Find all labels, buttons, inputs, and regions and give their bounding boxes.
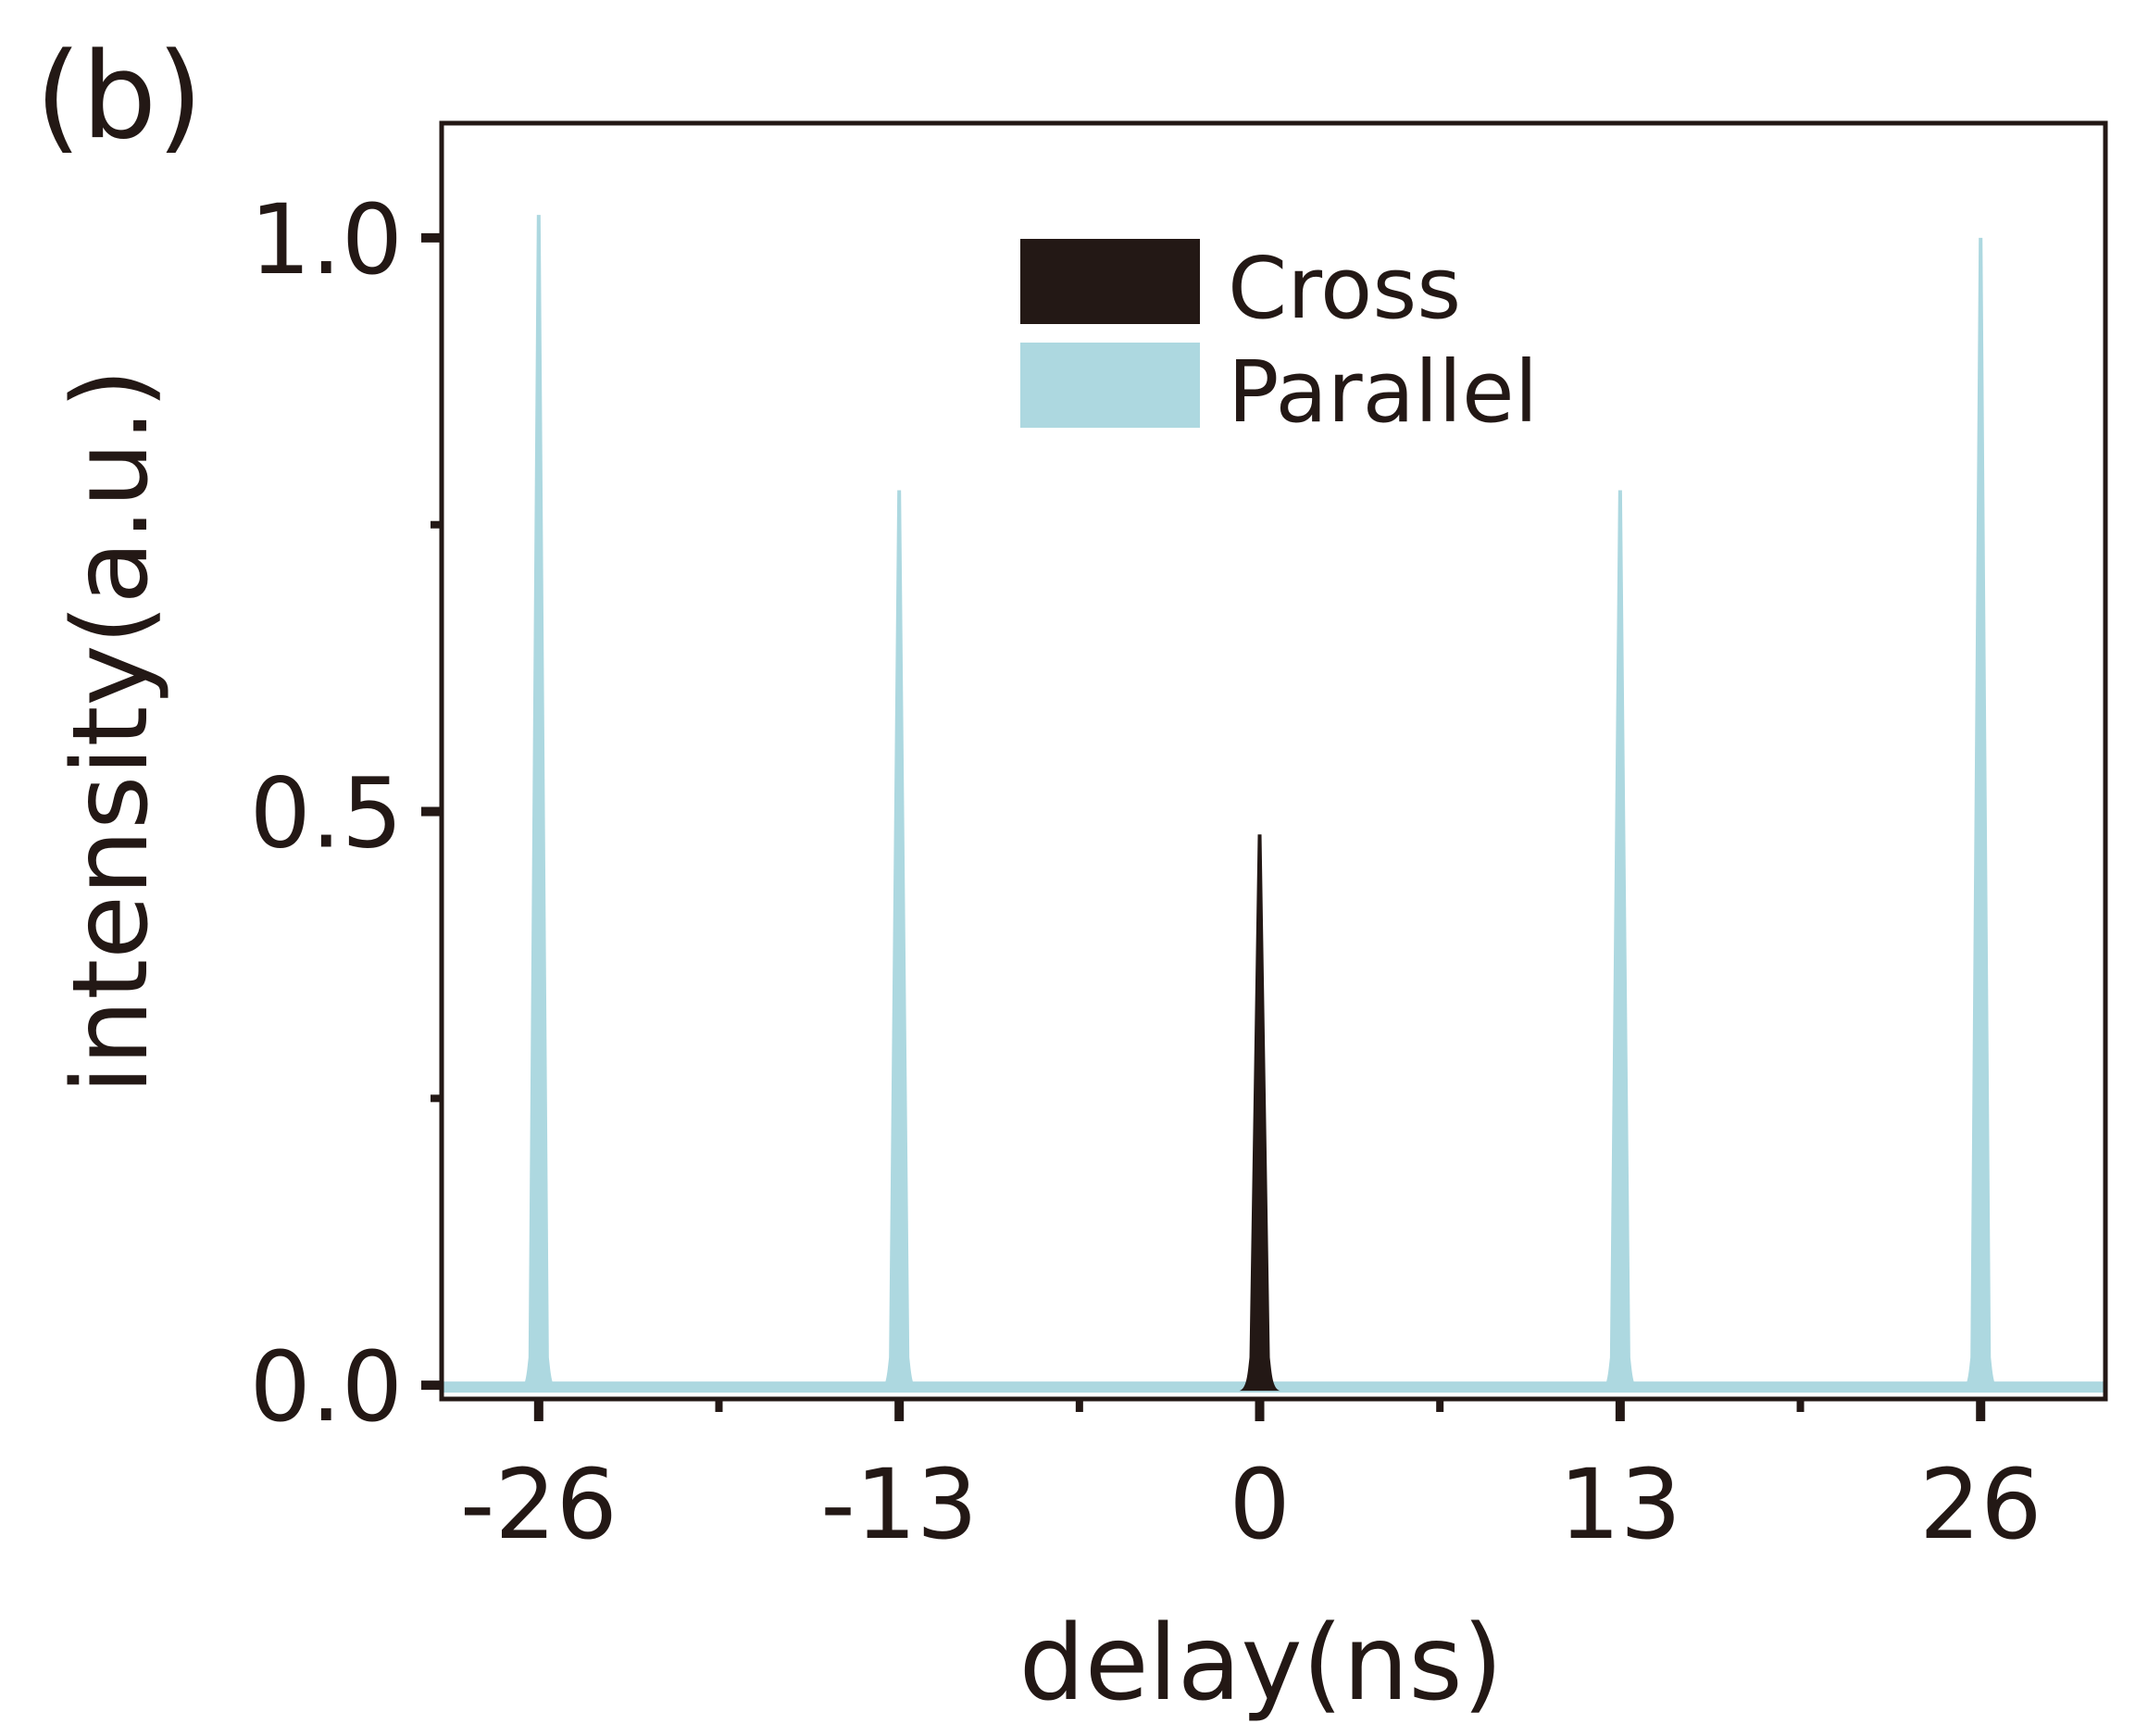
x-tick-label: -13 xyxy=(820,1448,978,1561)
legend-swatch-cross xyxy=(1020,239,1200,324)
y-tick-label: 0.0 xyxy=(250,1330,403,1443)
legend-swatch-parallel xyxy=(1020,343,1200,428)
legend-label-parallel: Parallel xyxy=(1228,343,1538,442)
parallel-peak xyxy=(1599,490,1641,1392)
parallel-peak xyxy=(518,215,559,1392)
y-tick-label: 0.5 xyxy=(250,757,403,870)
x-tick-label: 26 xyxy=(1919,1448,2042,1561)
x-tick-label: 0 xyxy=(1229,1448,1290,1561)
y-tick-label: 1.0 xyxy=(250,183,403,296)
panel-label: (b) xyxy=(35,28,203,166)
legend: Cross Parallel xyxy=(1020,239,1538,442)
axes-frame xyxy=(439,120,2108,1402)
legend-label-cross: Cross xyxy=(1228,239,1461,338)
plot-area xyxy=(443,215,2104,1393)
parallel-peak xyxy=(879,490,920,1392)
cross-peak xyxy=(1239,834,1280,1392)
x-axis-title: delay(ns) xyxy=(1019,1604,1504,1724)
parallel-peak xyxy=(1960,237,2002,1392)
y-axis-title: intensity(a.u.) xyxy=(51,368,171,1094)
x-tick-label: 13 xyxy=(1559,1448,1681,1561)
x-tick-label: -26 xyxy=(460,1448,618,1561)
axis-ticks: -26 -13 0 13 26 0.0 0.5 1.0 xyxy=(250,183,2042,1561)
